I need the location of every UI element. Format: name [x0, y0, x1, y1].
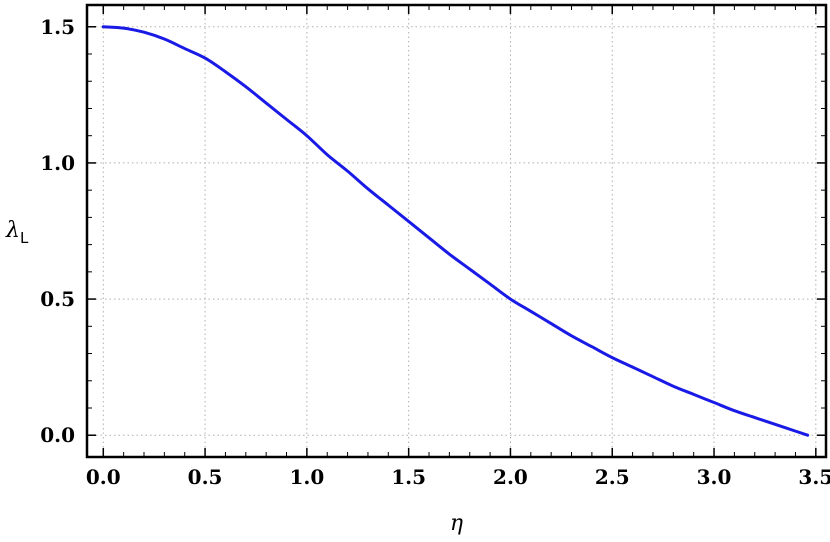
y-tick-label: 0.5: [40, 287, 75, 311]
y-axis-label: λL: [5, 218, 29, 247]
x-tick-label: 1.0: [289, 465, 324, 489]
x-tick-label: 3.5: [798, 465, 830, 489]
plot-frame: [85, 3, 828, 459]
y-tick-label: 1.0: [40, 151, 75, 175]
y-axis-ticks: 0.0 0.5 1.0 1.5: [40, 15, 826, 447]
x-tick-label: 3.0: [697, 465, 732, 489]
x-tick-label: 2.0: [493, 465, 528, 489]
minor-ticks: [87, 5, 826, 457]
x-axis-ticks: 0.0 0.5 1.0 1.5 2.0 2.5 3.0 3.5: [86, 5, 830, 489]
x-tick-label: 1.5: [391, 465, 426, 489]
series-line: [101, 25, 810, 437]
grid-lines: [87, 5, 826, 457]
x-tick-label: 0.0: [86, 465, 121, 489]
y-axis-label-sub: L: [20, 229, 29, 247]
x-tick-label: 2.5: [595, 465, 630, 489]
x-tick-label: 0.5: [188, 465, 223, 489]
y-tick-label: 1.5: [40, 15, 75, 39]
y-axis-label-main: λ: [5, 218, 20, 243]
x-axis-label: η: [450, 511, 463, 536]
y-tick-label: 0.0: [40, 423, 75, 447]
